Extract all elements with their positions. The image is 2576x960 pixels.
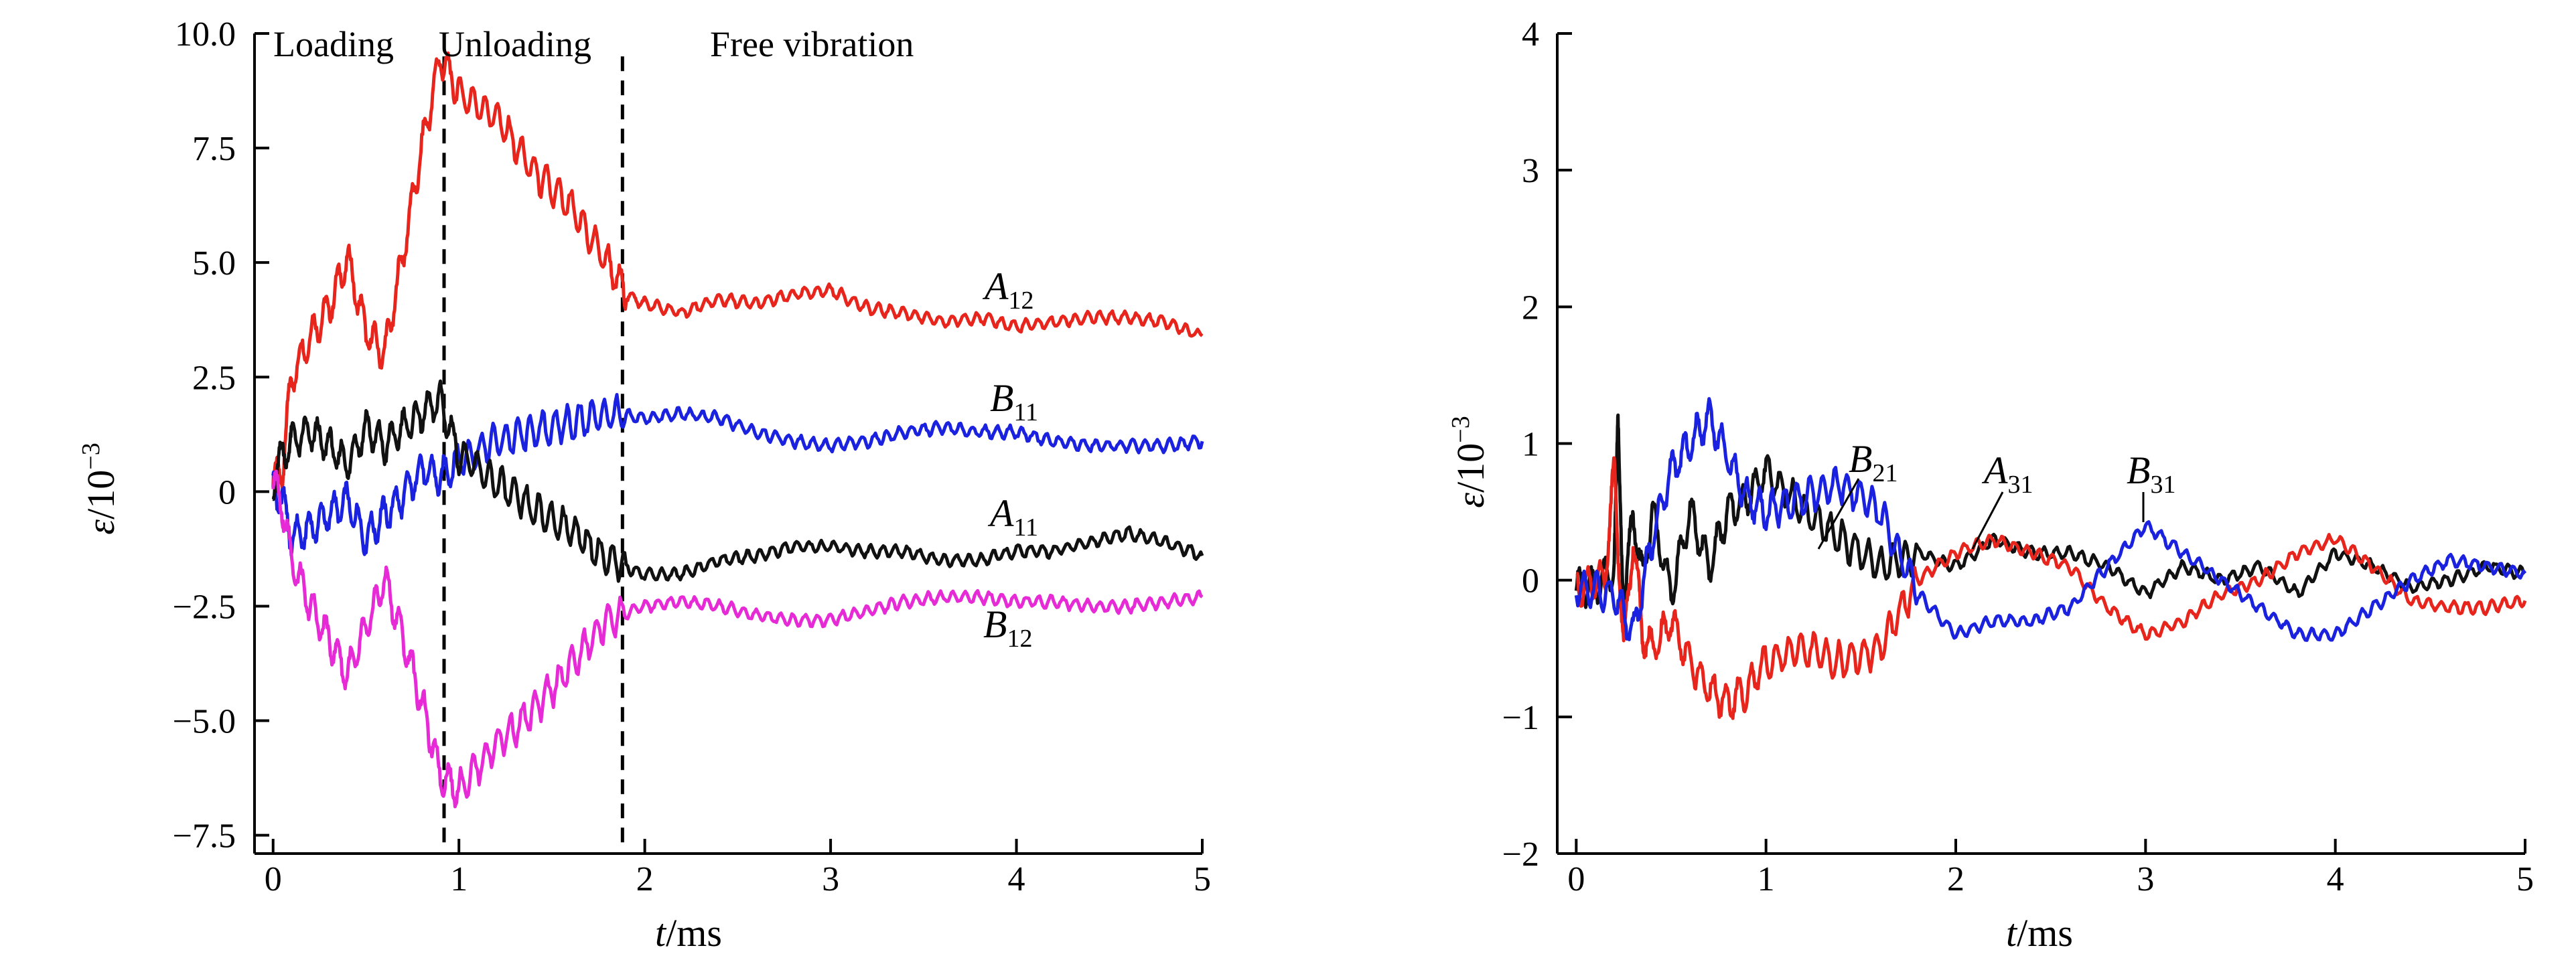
y-ticks-left: 10.0 7.5 5.0 2.5 0 −2.5 −5.0 −7.5	[173, 15, 269, 856]
y-ticks-right: 4 3 2 1 0 −1 −2	[1502, 15, 1572, 874]
series-line-b11	[271, 393, 1204, 557]
x-tick-label: 0	[1567, 860, 1585, 898]
x-tick-label: 1	[1758, 860, 1775, 898]
chart-right: 0 1 2 3 4 5 4 3 2 1 0 −1 −2 B21 A31 B31 t/ms ε/10−3	[1447, 15, 2534, 955]
y-tick-label: 2	[1522, 289, 1539, 327]
series-line-a12	[271, 51, 1204, 490]
annotation-free-vibration: Free vibration	[710, 24, 914, 64]
y-tick-label: −5.0	[173, 703, 236, 741]
series-line-a11	[271, 379, 1204, 583]
series-label-b21: B21	[1849, 437, 1898, 487]
x-tick-label: 5	[1194, 860, 1211, 898]
series-label-b31: B31	[2127, 449, 2175, 499]
series-line-b21	[1574, 413, 2526, 625]
y-axis-title-left: ε/10−3	[77, 443, 123, 534]
y-tick-label: −7.5	[173, 817, 236, 856]
y-tick-label: 0	[218, 473, 236, 511]
series-lines-right	[1574, 397, 2527, 720]
x-axis-title-left: t/ms	[655, 911, 722, 955]
series-lines-left	[271, 51, 1204, 809]
series-label-a31: A31	[1981, 449, 2033, 499]
y-tick-label: 0	[1522, 562, 1539, 601]
x-tick-label: 0	[265, 860, 282, 898]
x-tick-label: 4	[2327, 860, 2344, 898]
annotation-loading: Loading	[273, 24, 394, 64]
x-tick-label: 1	[450, 860, 468, 898]
series-label-b12: B12	[983, 603, 1032, 653]
y-tick-label: −2	[1502, 835, 1539, 874]
y-tick-label: 10.0	[175, 15, 236, 54]
y-tick-label: −1	[1502, 699, 1539, 737]
y-tick-label: 3	[1522, 152, 1539, 190]
series-line-b12	[271, 469, 1204, 809]
series-line-a31	[1575, 456, 2527, 720]
y-axis-title-right: ε/10−3	[1447, 416, 1492, 507]
x-tick-label: 5	[2516, 860, 2534, 898]
series-label-b11: B11	[990, 376, 1038, 426]
y-tick-label: 2.5	[192, 359, 236, 397]
y-tick-label: 5.0	[192, 244, 236, 283]
x-tick-label: 3	[822, 860, 839, 898]
y-tick-label: 1	[1522, 426, 1539, 464]
leader-a31	[1971, 491, 2004, 550]
x-tick-label: 3	[2137, 860, 2154, 898]
x-ticks-right: 0 1 2 3 4 5	[1567, 839, 2534, 898]
x-ticks-left: 0 1 2 3 4 5	[265, 839, 1211, 898]
x-axis-title-right: t/ms	[2006, 911, 2073, 955]
phase-lines	[442, 56, 624, 850]
x-tick-label: 2	[1947, 860, 1964, 898]
annotation-unloading: Unloading	[439, 24, 591, 64]
y-tick-label: −2.5	[173, 588, 236, 626]
x-tick-label: 4	[1008, 860, 1025, 898]
chart-left: 0 1 2 3 4 5 10.0 7.5 5.0 2.5 0 −2.5 −5.0 −7.5 Loadin…	[77, 15, 1211, 955]
y-tick-label: 7.5	[192, 130, 236, 168]
axes-left	[253, 33, 1202, 855]
series-label-a11: A11	[987, 491, 1038, 542]
series-line-b31	[1574, 397, 2527, 642]
series-label-a12: A12	[982, 264, 1033, 315]
y-tick-label: 4	[1522, 15, 1539, 54]
x-tick-label: 2	[636, 860, 654, 898]
leader-b21	[1817, 478, 1860, 550]
